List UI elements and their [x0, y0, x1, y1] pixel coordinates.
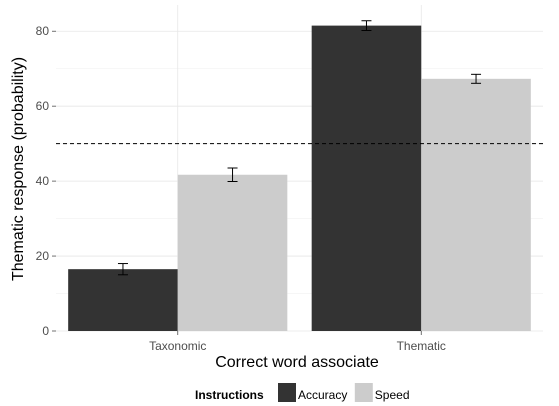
- bar-accuracy-taxonomic: [68, 269, 178, 331]
- bar-speed-taxonomic: [177, 174, 288, 331]
- bar-speed-thematic: [421, 78, 531, 331]
- y-tick-label: 20: [36, 249, 50, 263]
- legend-label-speed: Speed: [375, 388, 410, 402]
- legend: Instructions Accuracy Speed: [195, 383, 410, 402]
- y-axis-title: Thematic response (probability): [10, 57, 27, 281]
- y-tick-label: 40: [36, 174, 50, 188]
- y-axis-ticks: 0 20 40 60 80: [36, 24, 56, 338]
- legend-key-accuracy: [278, 383, 296, 402]
- x-axis-title: Correct word associate: [215, 354, 379, 371]
- x-axis-ticks: Taxonomic Thematic: [149, 331, 446, 353]
- error-bars-layer: [117, 20, 482, 276]
- bars-layer: [68, 25, 531, 332]
- legend-key-speed: [354, 383, 373, 402]
- legend-label-accuracy: Accuracy: [298, 388, 347, 402]
- bar-accuracy-thematic: [311, 25, 422, 332]
- legend-title: Instructions: [195, 388, 264, 402]
- y-tick-label: 80: [36, 24, 50, 38]
- y-tick-label: 0: [42, 324, 49, 338]
- y-tick-label: 60: [36, 99, 50, 113]
- legend-items: Accuracy Speed: [278, 383, 410, 402]
- x-tick-label: Thematic: [397, 339, 446, 353]
- x-tick-label: Taxonomic: [149, 339, 206, 353]
